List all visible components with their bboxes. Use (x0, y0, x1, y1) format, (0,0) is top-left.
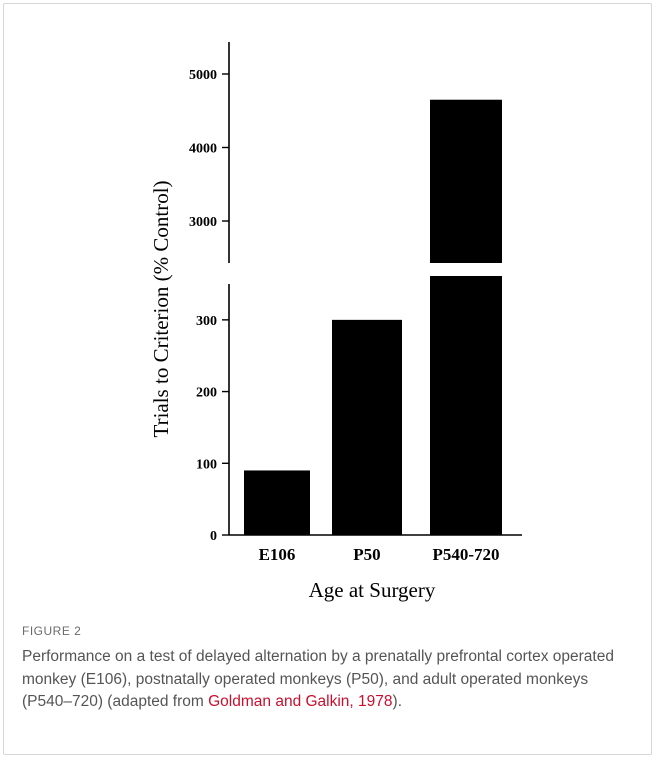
caption-text-before: Performance on a test of delayed alterna… (22, 648, 614, 710)
y-tick-label: 100 (196, 457, 217, 472)
y-tick-label: 5000 (189, 68, 217, 83)
reference-link[interactable]: Goldman and Galkin, 1978 (208, 693, 393, 710)
chart-ticks: 0 100 200 300 3000 4000 5000 E106 P50 P540-720 (189, 68, 500, 564)
y-tick-label: 200 (196, 386, 217, 401)
figure-caption: Performance on a test of delayed alterna… (22, 646, 622, 714)
bar (244, 470, 310, 535)
chart-bars (244, 99, 502, 535)
figure-frame (3, 3, 652, 755)
x-tick-label: E106 (259, 545, 296, 564)
x-axis-label: Age at Surgery (309, 578, 436, 602)
y-tick-label: 4000 (189, 142, 217, 157)
bar-upper (430, 99, 502, 263)
bar-chart: 0 100 200 300 3000 4000 5000 E106 P50 P540-720 Tr… (149, 42, 522, 602)
figure-label: FIGURE 2 (22, 624, 82, 638)
y-tick-label: 0 (210, 529, 217, 544)
y-axis-label: Trials to Criterion (% Control) (149, 180, 173, 437)
y-tick-label: 3000 (189, 215, 217, 230)
bar (332, 319, 402, 535)
y-tick-label: 300 (196, 314, 217, 329)
bar (430, 276, 502, 535)
x-tick-label: P540-720 (432, 545, 499, 564)
x-tick-label: P50 (353, 545, 380, 564)
caption-text-after: ). (392, 693, 402, 710)
